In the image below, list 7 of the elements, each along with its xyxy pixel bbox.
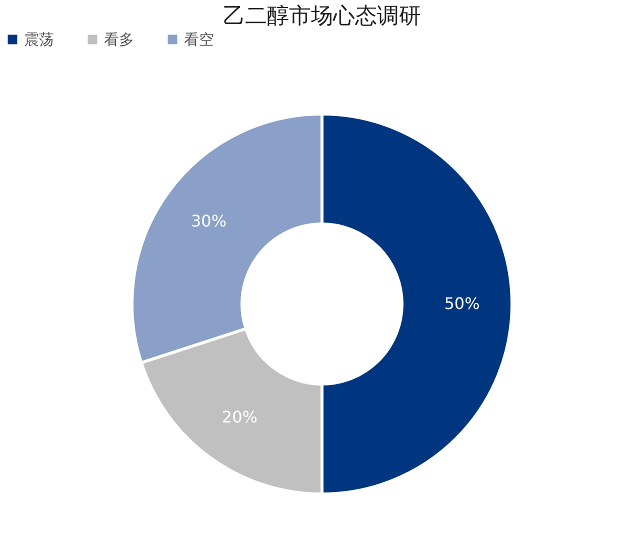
data-label: 50%: [444, 294, 480, 313]
data-label: 20%: [222, 407, 258, 426]
legend-label: 震荡: [24, 30, 54, 49]
chart-title: 乙二醇市场心态调研: [223, 4, 421, 29]
data-label: 30%: [190, 212, 227, 231]
legend-label: 看空: [184, 30, 214, 49]
legend-label: 看多: [104, 30, 134, 49]
